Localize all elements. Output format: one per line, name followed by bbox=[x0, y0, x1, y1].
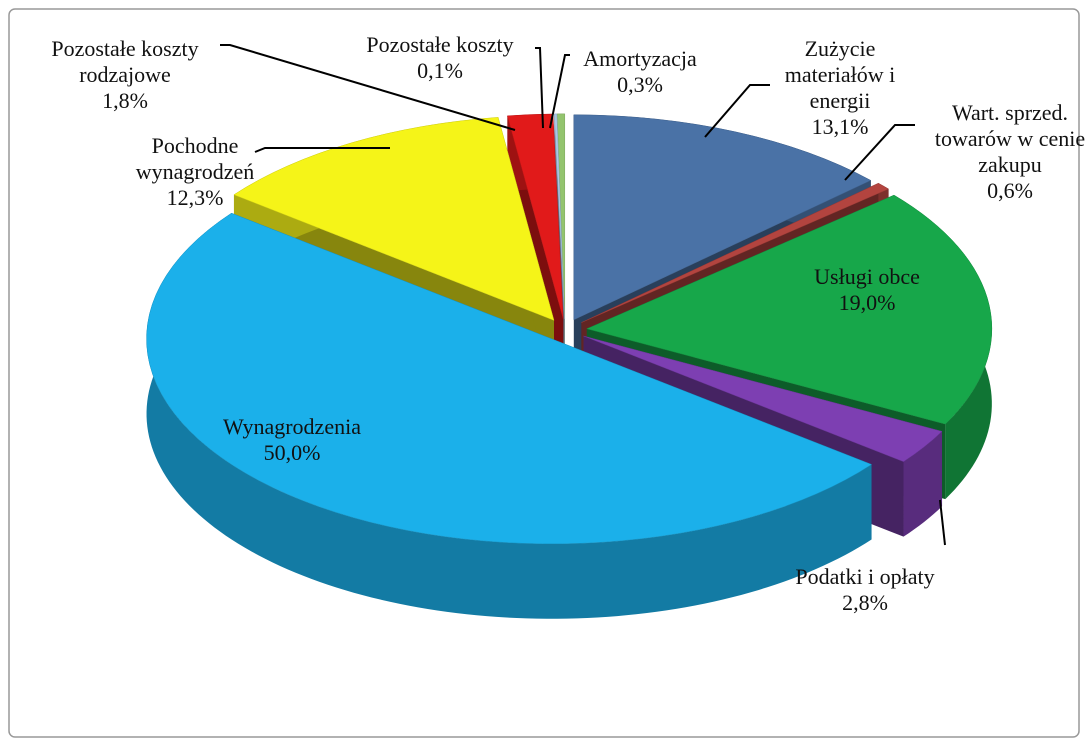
slice-label: Podatki i opłaty 2,8% bbox=[765, 564, 965, 616]
slice-top bbox=[586, 194, 993, 425]
slice-name: Wynagrodzenia bbox=[223, 414, 361, 439]
slice-value: 12,3% bbox=[166, 185, 224, 210]
slice-top bbox=[146, 212, 873, 545]
slice-side bbox=[146, 213, 872, 619]
slice-label: Usługi obce 19,0% bbox=[792, 264, 942, 316]
slice-value: 0,1% bbox=[417, 58, 463, 83]
slice-label: Wynagrodzenia 50,0% bbox=[192, 414, 392, 466]
leader-line bbox=[549, 54, 570, 129]
slice-label: Pochodne wynagrodzeń 12,3% bbox=[115, 133, 275, 211]
slice-top bbox=[554, 113, 565, 319]
slice-value: 0,3% bbox=[617, 72, 663, 97]
slice-name: Pozostałe koszty rodzajowe bbox=[51, 36, 199, 87]
slice-side bbox=[903, 431, 943, 537]
slice-name: Podatki i opłaty bbox=[795, 564, 935, 589]
slice bbox=[146, 212, 873, 619]
slice-name: Amortyzacja bbox=[583, 46, 697, 71]
slice-top bbox=[581, 182, 890, 323]
slice-name: Pochodne wynagrodzeń bbox=[135, 133, 255, 184]
slice-label: Amortyzacja 0,3% bbox=[560, 46, 720, 98]
slice-top bbox=[573, 114, 872, 321]
slice-label: Wart. sprzed. towarów w cenie zakupu 0,6% bbox=[920, 100, 1089, 204]
slice-top bbox=[556, 113, 566, 319]
slice-name: Wart. sprzed. towarów w cenie zakupu bbox=[934, 100, 1086, 177]
leader-line bbox=[844, 124, 915, 181]
slice-name: Usługi obce bbox=[814, 264, 920, 289]
slice-label: Pozostałe koszty 0,1% bbox=[340, 32, 540, 84]
slice-value: 2,8% bbox=[842, 590, 888, 615]
slice-value: 50,0% bbox=[263, 440, 321, 465]
leader-line bbox=[939, 499, 946, 546]
leader-line bbox=[254, 147, 390, 153]
slice-top bbox=[233, 117, 555, 321]
slice-value: 13,1% bbox=[811, 114, 869, 139]
slice-name: Zużycie materiałów i energii bbox=[784, 36, 896, 113]
leader-line bbox=[535, 47, 544, 129]
slice-name: Pozostałe koszty bbox=[366, 32, 514, 57]
slice-label: Pozostałe koszty rodzajowe 1,8% bbox=[25, 36, 225, 114]
slice-value: 19,0% bbox=[838, 290, 896, 315]
leader-line bbox=[704, 84, 770, 138]
leader-line bbox=[220, 44, 516, 131]
slice-value: 1,8% bbox=[102, 88, 148, 113]
slice-top bbox=[583, 335, 943, 462]
slice-value: 0,6% bbox=[987, 178, 1033, 203]
slice-label: Zużycie materiałów i energii 13,1% bbox=[765, 36, 915, 140]
